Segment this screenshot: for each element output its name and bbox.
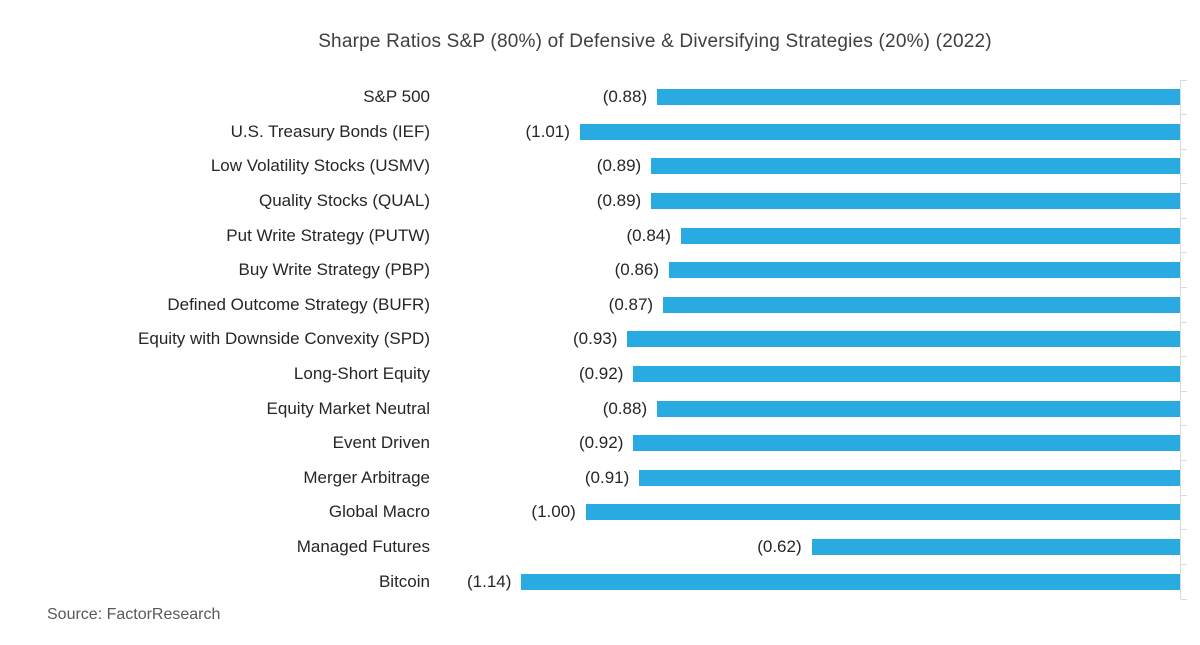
bar — [680, 227, 1180, 244]
chart-title: Sharpe Ratios S&P (80%) of Defensive & D… — [318, 31, 992, 52]
axis-tick — [1181, 425, 1187, 427]
chart-row: Low Volatility Stocks (USMV) (0.89) — [40, 149, 1180, 184]
category-label: Bitcoin — [378, 571, 430, 591]
bar — [585, 504, 1180, 521]
plot-cell: (0.86) — [467, 253, 1180, 288]
plot-cell: (0.88) — [467, 80, 1180, 115]
chart-row: Long-Short Equity (0.92) — [40, 357, 1180, 392]
category-label: Managed Futures — [296, 537, 430, 557]
source-note: Source: FactorResearch — [47, 606, 221, 623]
axis-tick — [1181, 252, 1187, 254]
axis-tick — [1181, 183, 1187, 185]
plot-cell: (0.89) — [467, 149, 1180, 184]
bar — [521, 573, 1180, 590]
category-label: S&P 500 — [363, 87, 430, 107]
plot-cell: (1.00) — [467, 495, 1180, 530]
category-label: Equity with Downside Convexity (SPD) — [138, 329, 430, 349]
chart-row: Event Driven (0.92) — [40, 426, 1180, 461]
axis-tick — [1181, 494, 1187, 496]
category-label: Low Volatility Stocks (USMV) — [210, 156, 430, 176]
value-label: (0.84) — [626, 225, 671, 245]
axis-tick — [1181, 148, 1187, 150]
plot-cell: (1.01) — [467, 115, 1180, 150]
chart-row: Global Macro (1.00) — [40, 495, 1180, 530]
bar — [639, 469, 1180, 486]
value-label: (0.89) — [596, 191, 642, 211]
chart-row: Defined Outcome Strategy (BUFR) (0.87) — [40, 288, 1180, 323]
axis-tick — [1181, 79, 1187, 81]
category-label: Defined Outcome Strategy (BUFR) — [167, 294, 430, 314]
bar — [669, 262, 1180, 279]
chart-row: S&P 500 (0.88) — [40, 80, 1180, 115]
bar-chart-area: S&P 500 (0.88) U.S. Treasury Bonds (IEF) (1… — [40, 79, 1187, 600]
plot-cell: (0.93) — [467, 322, 1180, 357]
value-label: (0.88) — [602, 87, 648, 107]
chart-row: Quality Stocks (QUAL) (0.89) — [40, 184, 1180, 219]
category-label: Long-Short Equity — [293, 364, 430, 384]
value-label: (0.88) — [602, 398, 648, 418]
bar — [657, 400, 1180, 417]
category-label: Quality Stocks (QUAL) — [259, 191, 430, 211]
category-label: Global Macro — [328, 502, 430, 522]
chart-row: Put Write Strategy (PUTW) (0.84) — [40, 218, 1180, 253]
value-label: (1.00) — [531, 502, 576, 522]
plot-cell: (0.92) — [467, 357, 1180, 392]
chart-row: Merger Arbitrage (0.91) — [40, 461, 1180, 496]
axis-tick — [1181, 217, 1187, 219]
category-label: Equity Market Neutral — [266, 398, 430, 418]
plot-cell: (1.14) — [467, 564, 1180, 599]
plot-cell: (0.92) — [467, 426, 1180, 461]
plot-cell: (0.62) — [467, 530, 1180, 565]
chart-row: Bitcoin (1.14) — [40, 564, 1180, 599]
chart-row: Equity Market Neutral (0.88) — [40, 391, 1180, 426]
axis-tick — [1181, 529, 1187, 531]
axis-tick — [1181, 598, 1187, 600]
value-label: (1.01) — [525, 121, 570, 141]
chart-row: Equity with Downside Convexity (SPD) (0.9… — [40, 322, 1180, 357]
category-label: Event Driven — [332, 433, 430, 453]
axis-tick — [1181, 114, 1187, 116]
bar — [633, 435, 1180, 452]
bar — [579, 123, 1180, 140]
value-label: (0.92) — [578, 433, 624, 453]
bar — [657, 89, 1180, 106]
value-label: (0.91) — [584, 467, 630, 487]
plot-cell: (0.89) — [467, 184, 1180, 219]
axis-tick — [1181, 356, 1187, 358]
plot-cell: (0.87) — [467, 288, 1180, 323]
value-label: (0.92) — [578, 364, 624, 384]
plot-cell: (0.91) — [467, 461, 1180, 496]
axis-tick — [1181, 460, 1187, 462]
axis-tick — [1181, 563, 1187, 565]
axis-tick — [1181, 321, 1187, 323]
bar — [811, 539, 1180, 556]
axis-tick — [1181, 287, 1187, 289]
axis-tick — [1181, 390, 1187, 392]
value-label: (0.93) — [573, 329, 618, 349]
bar — [651, 158, 1180, 175]
category-label: Put Write Strategy (PUTW) — [226, 225, 430, 245]
category-label: Merger Arbitrage — [303, 467, 430, 487]
value-label: (0.86) — [614, 260, 660, 280]
bar — [663, 296, 1180, 313]
plot-cell: (0.88) — [467, 391, 1180, 426]
bar — [633, 366, 1180, 383]
value-label: (0.89) — [596, 156, 642, 176]
bar — [651, 193, 1180, 210]
category-label: Buy Write Strategy (PBP) — [238, 260, 430, 280]
value-label: (1.14) — [467, 571, 512, 591]
category-label: U.S. Treasury Bonds (IEF) — [230, 121, 430, 141]
chart-row: Buy Write Strategy (PBP) (0.86) — [40, 253, 1180, 288]
bar — [627, 331, 1180, 348]
value-label: (0.62) — [757, 537, 802, 557]
plot-cell: (0.84) — [467, 218, 1180, 253]
value-label: (0.87) — [608, 294, 654, 314]
chart-row: U.S. Treasury Bonds (IEF) (1.01) — [40, 115, 1180, 150]
right-axis-line — [1180, 80, 1181, 599]
chart-row: Managed Futures (0.62) — [40, 530, 1180, 565]
